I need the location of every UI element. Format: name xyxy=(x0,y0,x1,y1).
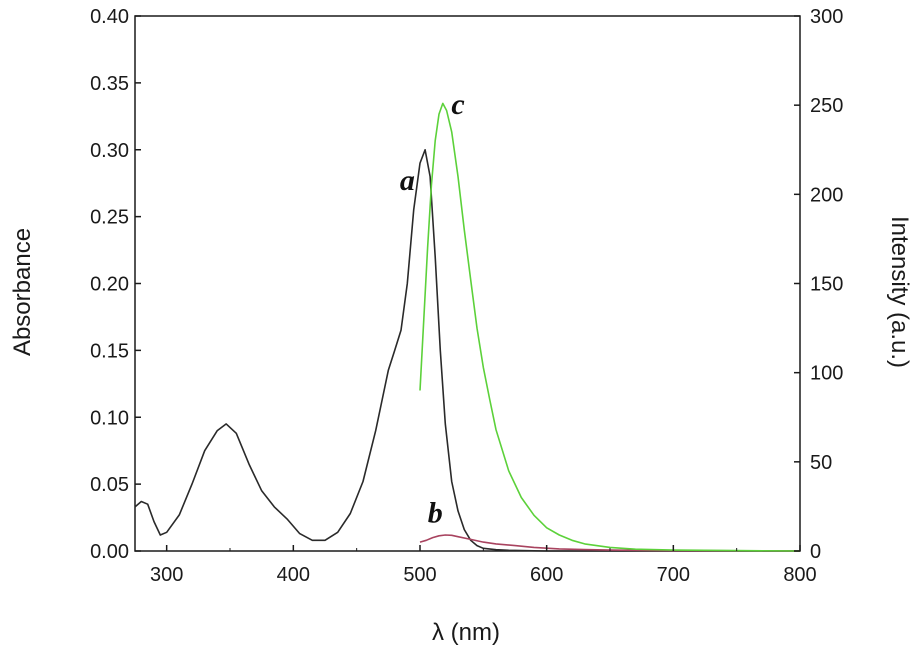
y-right-tick-label: 250 xyxy=(810,95,843,117)
y-right-tick-label: 100 xyxy=(810,363,843,385)
curve-label-b: b xyxy=(428,496,443,529)
x-tick-label: 500 xyxy=(403,564,436,586)
x-axis-title: λ (nm) xyxy=(432,619,500,646)
curve-label-c: c xyxy=(451,88,464,121)
curve-labels: a b c xyxy=(400,88,465,529)
plot-frame xyxy=(134,15,801,552)
y-right-tick-label: 300 xyxy=(810,6,843,28)
y-left-tick-label: 0.35 xyxy=(90,73,129,95)
y-left-tick-label: 0.10 xyxy=(90,407,129,429)
y-right-tick-label: 0 xyxy=(810,541,821,563)
plot-area xyxy=(134,15,801,552)
y-left-tick-label: 0.15 xyxy=(90,340,129,362)
x-tick-label: 700 xyxy=(657,564,690,586)
y-right-tick-label: 200 xyxy=(810,184,843,206)
x-tick-label: 400 xyxy=(277,564,310,586)
x-tick-label: 300 xyxy=(150,564,183,586)
y-right-axis-title: Intensity (a.u.) xyxy=(886,216,913,368)
y-left-tick-label: 0.00 xyxy=(90,541,129,563)
y-left-tick-label: 0.20 xyxy=(90,274,129,296)
y-left-tick-label: 0.40 xyxy=(90,6,129,28)
y-left-tick-label: 0.30 xyxy=(90,140,129,162)
series-layer xyxy=(134,102,801,552)
y-left-tick-label: 0.05 xyxy=(90,474,129,496)
series-line-b xyxy=(419,534,801,552)
series-line-a xyxy=(134,149,800,552)
y-right-tick-label: 50 xyxy=(810,452,832,474)
y-right-tick-label: 150 xyxy=(810,274,843,296)
y-left-tick-label: 0.25 xyxy=(90,207,129,229)
ticks-layer: 300 400 500 600 700 8000.000.050.100.150.200.… xyxy=(90,6,843,586)
curve-label-a: a xyxy=(400,164,415,197)
x-tick-label: 600 xyxy=(530,564,563,586)
series-line-c xyxy=(419,102,801,552)
y-left-axis-title: Absorbance xyxy=(9,228,36,356)
x-tick-label: 800 xyxy=(783,564,816,586)
